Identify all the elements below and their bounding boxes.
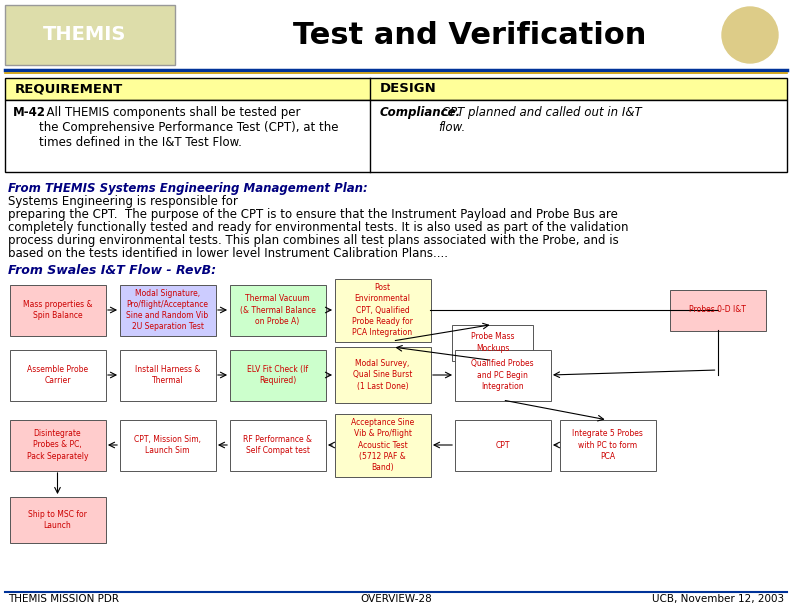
Text: THEMIS: THEMIS — [44, 26, 127, 45]
Text: Disintegrate
Probes & PC,
Pack Separately: Disintegrate Probes & PC, Pack Separatel… — [27, 430, 88, 461]
FancyBboxPatch shape — [10, 349, 105, 400]
Text: CPT, Mission Sim,
Launch Sim: CPT, Mission Sim, Launch Sim — [134, 435, 201, 455]
Text: Modal Survey,
Qual Sine Burst
(1 Last Done): Modal Survey, Qual Sine Burst (1 Last Do… — [352, 359, 412, 390]
Text: Acceptance Sine
Vib & Pro/flight
Acoustic Test
(5712 PAF &
Band): Acceptance Sine Vib & Pro/flight Acousti… — [351, 418, 414, 472]
Text: Qualified Probes
and PC Begin
Integration: Qualified Probes and PC Begin Integratio… — [471, 359, 534, 390]
FancyBboxPatch shape — [10, 419, 105, 471]
FancyBboxPatch shape — [452, 324, 533, 360]
FancyBboxPatch shape — [120, 285, 215, 335]
Text: completely functionally tested and ready for environmental tests. It is also use: completely functionally tested and ready… — [8, 221, 629, 234]
Text: Thermal Vacuum
(& Thermal Balance
on Probe A): Thermal Vacuum (& Thermal Balance on Pro… — [239, 294, 315, 326]
FancyBboxPatch shape — [455, 419, 550, 471]
FancyBboxPatch shape — [5, 100, 787, 172]
Text: Assemble Probe
Carrier: Assemble Probe Carrier — [27, 365, 88, 385]
FancyBboxPatch shape — [230, 419, 326, 471]
Text: OVERVIEW-28: OVERVIEW-28 — [360, 594, 432, 604]
FancyBboxPatch shape — [334, 347, 431, 403]
FancyBboxPatch shape — [230, 349, 326, 400]
Text: UCB, November 12, 2003: UCB, November 12, 2003 — [652, 594, 784, 604]
Text: Probes 0-D I&T: Probes 0-D I&T — [689, 305, 746, 315]
Text: THEMIS MISSION PDR: THEMIS MISSION PDR — [8, 594, 119, 604]
Text: CPT: CPT — [495, 441, 510, 449]
Text: Probe Mass
Mockups: Probe Mass Mockups — [470, 332, 514, 353]
FancyBboxPatch shape — [334, 278, 431, 341]
FancyBboxPatch shape — [10, 285, 105, 335]
Text: DESIGN: DESIGN — [380, 83, 436, 95]
FancyBboxPatch shape — [10, 497, 105, 543]
FancyBboxPatch shape — [334, 414, 431, 477]
Text: From Swales I&T Flow - RevB:: From Swales I&T Flow - RevB: — [8, 264, 216, 277]
Text: From THEMIS Systems Engineering Management Plan:: From THEMIS Systems Engineering Manageme… — [8, 182, 367, 195]
FancyBboxPatch shape — [5, 78, 787, 100]
Text: Integrate 5 Probes
with PC to form
PCA: Integrate 5 Probes with PC to form PCA — [572, 430, 643, 461]
FancyBboxPatch shape — [120, 349, 215, 400]
Text: based on the tests identified in lower level Instrument Calibration Plans....: based on the tests identified in lower l… — [8, 247, 448, 260]
Text: Test and Verification: Test and Verification — [293, 20, 647, 50]
Text: M-42: M-42 — [13, 106, 46, 119]
Circle shape — [722, 7, 778, 63]
Text: RF Performance &
Self Compat test: RF Performance & Self Compat test — [243, 435, 312, 455]
Text: Ship to MSC for
Launch: Ship to MSC for Launch — [28, 510, 87, 530]
FancyBboxPatch shape — [230, 285, 326, 335]
Text: Modal Signature,
Pro/flight/Acceptance
Sine and Random Vib
2U Separation Test: Modal Signature, Pro/flight/Acceptance S… — [127, 289, 208, 331]
FancyBboxPatch shape — [669, 289, 766, 330]
Text: Systems Engineering is responsible for: Systems Engineering is responsible for — [8, 195, 238, 208]
Text: Install Harness &
Thermal: Install Harness & Thermal — [135, 365, 200, 385]
FancyBboxPatch shape — [559, 419, 656, 471]
Text: REQUIREMENT: REQUIREMENT — [15, 83, 124, 95]
Text: ELV Fit Check (If
Required): ELV Fit Check (If Required) — [247, 365, 308, 385]
FancyBboxPatch shape — [5, 5, 175, 65]
FancyBboxPatch shape — [120, 419, 215, 471]
Text: Compliance.: Compliance. — [380, 106, 461, 119]
Text: Post
Environmental
CPT, Qualified
Probe Ready for
PCA Integration: Post Environmental CPT, Qualified Probe … — [352, 283, 413, 337]
Text: . All THEMIS components shall be tested per
the Comprehensive Performance Test (: . All THEMIS components shall be tested … — [39, 106, 338, 149]
Text: process during environmental tests. This plan combines all test plans associated: process during environmental tests. This… — [8, 234, 619, 247]
Text: preparing the CPT.  The purpose of the CPT is to ensure that the Instrument Payl: preparing the CPT. The purpose of the CP… — [8, 208, 618, 221]
FancyBboxPatch shape — [455, 349, 550, 400]
Text: Mass properties &
Spin Balance: Mass properties & Spin Balance — [23, 300, 92, 320]
Text: CPT planned and called out in I&T
flow.: CPT planned and called out in I&T flow. — [438, 106, 642, 134]
